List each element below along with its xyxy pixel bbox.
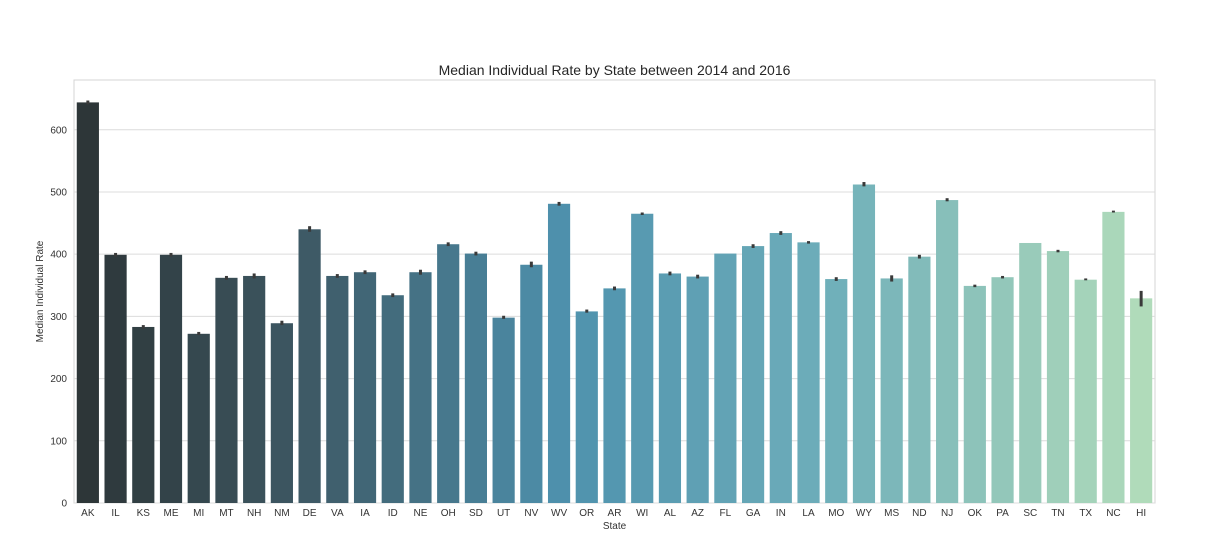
x-axis-title: State (603, 521, 627, 532)
x-tick-label: NH (247, 508, 261, 519)
x-tick-label: OH (441, 508, 456, 519)
x-tick-label: NV (524, 508, 538, 519)
y-tick-label: 500 (50, 187, 67, 198)
bars (76, 102, 1153, 504)
x-tick-label: IN (776, 508, 786, 519)
error-bars (86, 100, 1143, 336)
bar-nd (908, 256, 931, 503)
bar-mi (187, 333, 210, 503)
bar-va (326, 275, 349, 503)
bar-or (575, 311, 598, 503)
bar-ak (76, 102, 99, 504)
x-tick-labels: AK IL KS ME MI MT NH NM DE VA IA ID NE OH SD UT NV WV OR AR… (81, 508, 1146, 519)
bar-nj (936, 200, 959, 503)
x-tick-label: AZ (691, 508, 704, 519)
bar-ok (963, 285, 986, 503)
bar-nv (520, 264, 543, 503)
bar-wy (852, 184, 876, 503)
x-tick-label: NM (274, 508, 290, 519)
y-tick-label: 300 (50, 312, 67, 323)
bar-mo (825, 279, 848, 503)
bar-ne (409, 272, 432, 503)
bar-la (797, 242, 820, 503)
bar-wv (547, 203, 571, 503)
bar-az (686, 276, 709, 503)
bar-tn (1046, 251, 1070, 503)
x-tick-label: NE (414, 508, 428, 519)
x-tick-label: MT (219, 508, 233, 519)
bar-wi (631, 213, 654, 503)
bar-ia (353, 272, 377, 503)
x-tick-label: PA (996, 508, 1009, 519)
x-tick-label: ID (388, 508, 398, 519)
y-tick-label: 200 (50, 374, 67, 385)
x-tick-label: WV (551, 508, 567, 519)
x-tick-label: OK (968, 508, 983, 519)
bar-sc (1019, 242, 1042, 503)
bar-sd (464, 253, 487, 503)
bar-de (298, 229, 321, 503)
bar-nh (243, 275, 266, 503)
bar-id (381, 295, 404, 503)
bar-me (159, 254, 183, 503)
y-tick-label: 400 (50, 250, 67, 261)
bar-nm (270, 323, 293, 503)
x-tick-label: MO (828, 508, 844, 519)
bar-pa (991, 277, 1014, 503)
x-tick-label: MS (884, 508, 899, 519)
x-tick-label: VA (331, 508, 344, 519)
bar-mt (215, 277, 238, 503)
bar-fl (714, 253, 737, 503)
bar-oh (437, 244, 460, 504)
bar-in (769, 233, 792, 503)
bar-ga (742, 246, 765, 503)
x-tick-label: OR (579, 508, 594, 519)
x-tick-label: FL (720, 508, 732, 519)
x-tick-label: AK (81, 508, 95, 519)
x-tick-label: KS (137, 508, 151, 519)
bar-ks (132, 326, 155, 503)
x-tick-label: DE (303, 508, 317, 519)
y-tick-labels: 0 100 200 300 400 500 600 (50, 125, 67, 509)
x-tick-label: HI (1136, 508, 1146, 519)
x-tick-label: AL (664, 508, 677, 519)
x-tick-label: SC (1023, 508, 1037, 519)
x-tick-label: UT (497, 508, 510, 519)
x-tick-label: TN (1051, 508, 1064, 519)
x-tick-label: IA (360, 508, 370, 519)
x-tick-label: SD (469, 508, 483, 519)
y-axis-title: Median Individual Rate (35, 240, 46, 342)
y-tick-label: 600 (50, 125, 67, 136)
bar-tx (1074, 279, 1097, 503)
bar-al (658, 273, 682, 503)
x-tick-label: AR (608, 508, 622, 519)
y-tick-label: 100 (50, 436, 67, 447)
bar-hi (1130, 298, 1153, 503)
x-tick-label: ME (164, 508, 179, 519)
y-tick-label: 0 (61, 499, 67, 510)
x-tick-label: GA (746, 508, 761, 519)
bar-ar (603, 288, 626, 503)
bar-ut (492, 317, 515, 503)
x-tick-label: MI (193, 508, 204, 519)
x-tick-label: TX (1079, 508, 1092, 519)
bar-nc (1102, 211, 1125, 503)
x-tick-label: WY (856, 508, 872, 519)
bar-ms (880, 278, 903, 503)
x-tick-label: NJ (941, 508, 953, 519)
x-tick-label: IL (111, 508, 120, 519)
x-tick-label: ND (912, 508, 926, 519)
x-tick-label: LA (802, 508, 815, 519)
bar-il (104, 254, 127, 503)
x-tick-label: WI (636, 508, 648, 519)
x-tick-label: NC (1106, 508, 1120, 519)
chart-title: Median Individual Rate by State between … (439, 62, 791, 78)
